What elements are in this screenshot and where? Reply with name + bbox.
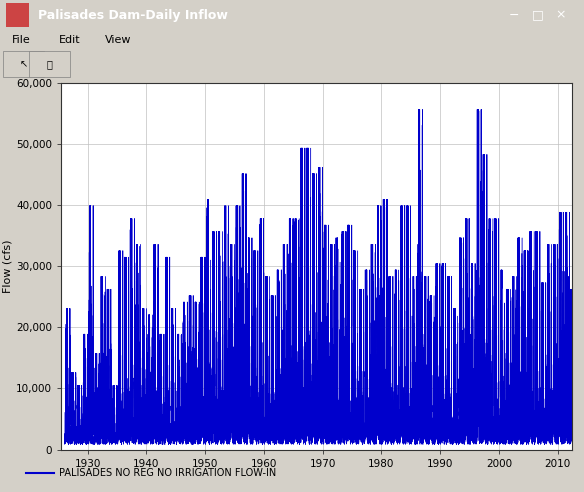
Text: 🔍: 🔍 bbox=[47, 59, 53, 69]
Text: −: − bbox=[509, 8, 519, 22]
Text: ↖: ↖ bbox=[19, 59, 27, 69]
FancyBboxPatch shape bbox=[29, 51, 70, 77]
Text: View: View bbox=[105, 35, 131, 45]
Text: PALISADES NO REG NO IRRIGATION FLOW-IN: PALISADES NO REG NO IRRIGATION FLOW-IN bbox=[60, 468, 277, 478]
FancyBboxPatch shape bbox=[3, 51, 44, 77]
Text: Edit: Edit bbox=[58, 35, 80, 45]
Bar bbox=[6, 3, 29, 27]
Text: ×: × bbox=[555, 8, 566, 22]
Y-axis label: Flow (cfs): Flow (cfs) bbox=[2, 240, 12, 293]
Text: □: □ bbox=[531, 8, 543, 22]
Text: Palisades Dam-Daily Inflow: Palisades Dam-Daily Inflow bbox=[38, 8, 228, 22]
Text: File: File bbox=[12, 35, 30, 45]
